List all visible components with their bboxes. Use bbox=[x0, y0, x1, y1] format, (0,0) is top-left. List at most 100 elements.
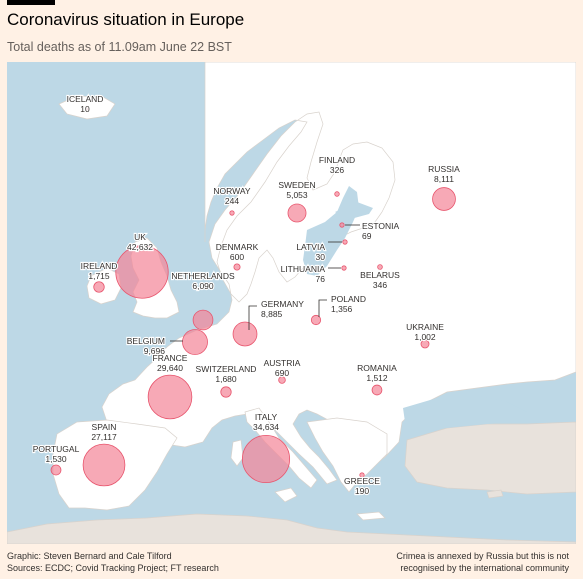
land-balkans bbox=[306, 417, 388, 493]
black-sea bbox=[403, 396, 527, 432]
land-sicily bbox=[274, 487, 298, 503]
label-switzerland-name: SWITZERLAND bbox=[196, 364, 257, 374]
label-estonia-deaths: 69 bbox=[362, 231, 372, 241]
bubble-spain[interactable] bbox=[82, 443, 126, 487]
land-north-africa bbox=[7, 513, 576, 544]
bubble-sweden[interactable] bbox=[287, 203, 307, 223]
land-crete bbox=[356, 511, 386, 521]
bubble-switzerland[interactable] bbox=[220, 386, 232, 398]
bubble-latvia[interactable] bbox=[342, 239, 348, 245]
label-germany-deaths: 8,885 bbox=[261, 309, 283, 319]
bubble-norway[interactable] bbox=[229, 210, 235, 216]
label-belarus-deaths: 346 bbox=[373, 280, 387, 290]
label-italy-name: ITALY bbox=[255, 412, 278, 422]
label-france-name: FRANCE bbox=[153, 353, 188, 363]
bubble-italy[interactable] bbox=[241, 434, 291, 484]
bubble-uk[interactable] bbox=[115, 245, 169, 299]
page-subtitle: Total deaths as of 11.09am June 22 BST bbox=[7, 40, 232, 54]
land-turkey bbox=[404, 421, 576, 495]
death-bubbles bbox=[50, 105, 456, 487]
label-lithuania-deaths: 76 bbox=[316, 274, 326, 284]
label-iceland-name: ICELAND bbox=[67, 94, 104, 104]
bubble-belarus[interactable] bbox=[377, 264, 383, 270]
label-sweden-name: SWEDEN bbox=[278, 180, 315, 190]
bubble-ireland[interactable] bbox=[93, 281, 105, 293]
bubble-belgium[interactable] bbox=[182, 329, 208, 355]
bubble-france[interactable] bbox=[147, 374, 193, 420]
bubble-poland[interactable] bbox=[310, 314, 322, 326]
label-russia-name: RUSSIA bbox=[428, 164, 460, 174]
bubble-iceland[interactable] bbox=[84, 105, 90, 111]
bubble-ukraine[interactable] bbox=[420, 339, 430, 349]
label-greece-deaths: 190 bbox=[355, 486, 369, 496]
crimea-note: Crimea is annexed by Russia but this is … bbox=[396, 550, 569, 574]
label-ireland-name: IRELAND bbox=[81, 261, 118, 271]
label-portugal-name: PORTUGAL bbox=[33, 444, 80, 454]
label-belarus-name: BELARUS bbox=[360, 270, 400, 280]
label-spain-name: SPAIN bbox=[92, 422, 117, 432]
label-france-deaths: 29,640 bbox=[157, 363, 183, 373]
label-romania-name: ROMANIA bbox=[357, 363, 397, 373]
label-uk-deaths: 42,632 bbox=[127, 242, 153, 252]
label-finland-deaths: 326 bbox=[330, 165, 344, 175]
bubble-lithuania[interactable] bbox=[341, 265, 347, 271]
label-estonia-name: ESTONIA bbox=[362, 221, 399, 231]
label-belgium-deaths: 9,696 bbox=[144, 346, 166, 356]
label-latvia-deaths: 30 bbox=[316, 252, 326, 262]
label-iceland-deaths: 10 bbox=[80, 104, 90, 114]
bubble-russia[interactable] bbox=[432, 187, 456, 211]
label-austria-name: AUSTRIA bbox=[264, 358, 301, 368]
label-latvia-name: LATVIA bbox=[296, 242, 325, 252]
label-ireland-deaths: 1,715 bbox=[88, 271, 110, 281]
label-uk-name: UK bbox=[134, 232, 146, 242]
label-switzerland-deaths: 1,680 bbox=[215, 374, 237, 384]
land-mainland bbox=[101, 62, 576, 485]
gulf-of-finland bbox=[335, 202, 373, 220]
bubble-finland[interactable] bbox=[334, 191, 340, 197]
label-greece-name: GREECE bbox=[344, 476, 380, 486]
bubble-portugal[interactable] bbox=[50, 464, 62, 476]
inland-waters bbox=[303, 186, 527, 432]
bubble-greece[interactable] bbox=[359, 472, 365, 478]
bubble-germany[interactable] bbox=[232, 321, 258, 347]
label-poland-deaths: 1,356 bbox=[331, 304, 353, 314]
page-title: Coronavirus situation in Europe bbox=[7, 10, 245, 29]
bubble-denmark[interactable] bbox=[233, 263, 241, 271]
label-denmark-name: DENMARK bbox=[216, 242, 259, 252]
label-ukraine-name: UKRAINE bbox=[406, 322, 444, 332]
bubble-netherlands[interactable] bbox=[192, 309, 214, 331]
bubble-romania[interactable] bbox=[371, 384, 383, 396]
credits: Graphic: Steven Bernard and Cale Tilford… bbox=[7, 550, 219, 574]
crimea-note-line1: Crimea is annexed by Russia but this is … bbox=[396, 551, 569, 561]
bubble-austria[interactable] bbox=[278, 376, 286, 384]
graphic-credit: Graphic: Steven Bernard and Cale Tilford bbox=[7, 551, 172, 561]
label-spain-deaths: 27,117 bbox=[91, 432, 117, 442]
label-norway-deaths: 244 bbox=[225, 196, 239, 206]
label-belgium-name: BELGIUM bbox=[127, 336, 165, 346]
label-norway-name: NORWAY bbox=[213, 186, 250, 196]
label-ukraine-deaths: 1,002 bbox=[414, 332, 436, 342]
label-portugal-deaths: 1,530 bbox=[45, 454, 67, 464]
label-austria-deaths: 690 bbox=[275, 368, 289, 378]
label-germany-name: GERMANY bbox=[261, 299, 304, 309]
label-lithuania-name: LITHUANIA bbox=[281, 264, 326, 274]
brand-bar bbox=[7, 0, 55, 5]
label-russia-deaths: 8,111 bbox=[434, 174, 454, 184]
leader-poland bbox=[318, 299, 327, 317]
label-italy-deaths: 34,634 bbox=[253, 422, 279, 432]
label-leader-lines bbox=[170, 224, 360, 342]
crimea-note-line2: recognised by the international communit… bbox=[400, 563, 569, 573]
sources-credit: Sources: ECDC; Covid Tracking Project; F… bbox=[7, 563, 219, 573]
land-sardinia bbox=[230, 439, 244, 467]
leader-germany bbox=[248, 305, 257, 330]
land-cyprus bbox=[486, 489, 504, 499]
label-romania-deaths: 1,512 bbox=[366, 373, 388, 383]
label-poland-name: POLAND bbox=[331, 294, 366, 304]
label-finland-name: FINLAND bbox=[319, 155, 355, 165]
label-netherlands-deaths: 6,090 bbox=[192, 281, 214, 291]
label-sweden-deaths: 5,053 bbox=[286, 190, 308, 200]
bubble-estonia[interactable] bbox=[339, 222, 345, 228]
label-netherlands-name: NETHERLANDS bbox=[171, 271, 235, 281]
